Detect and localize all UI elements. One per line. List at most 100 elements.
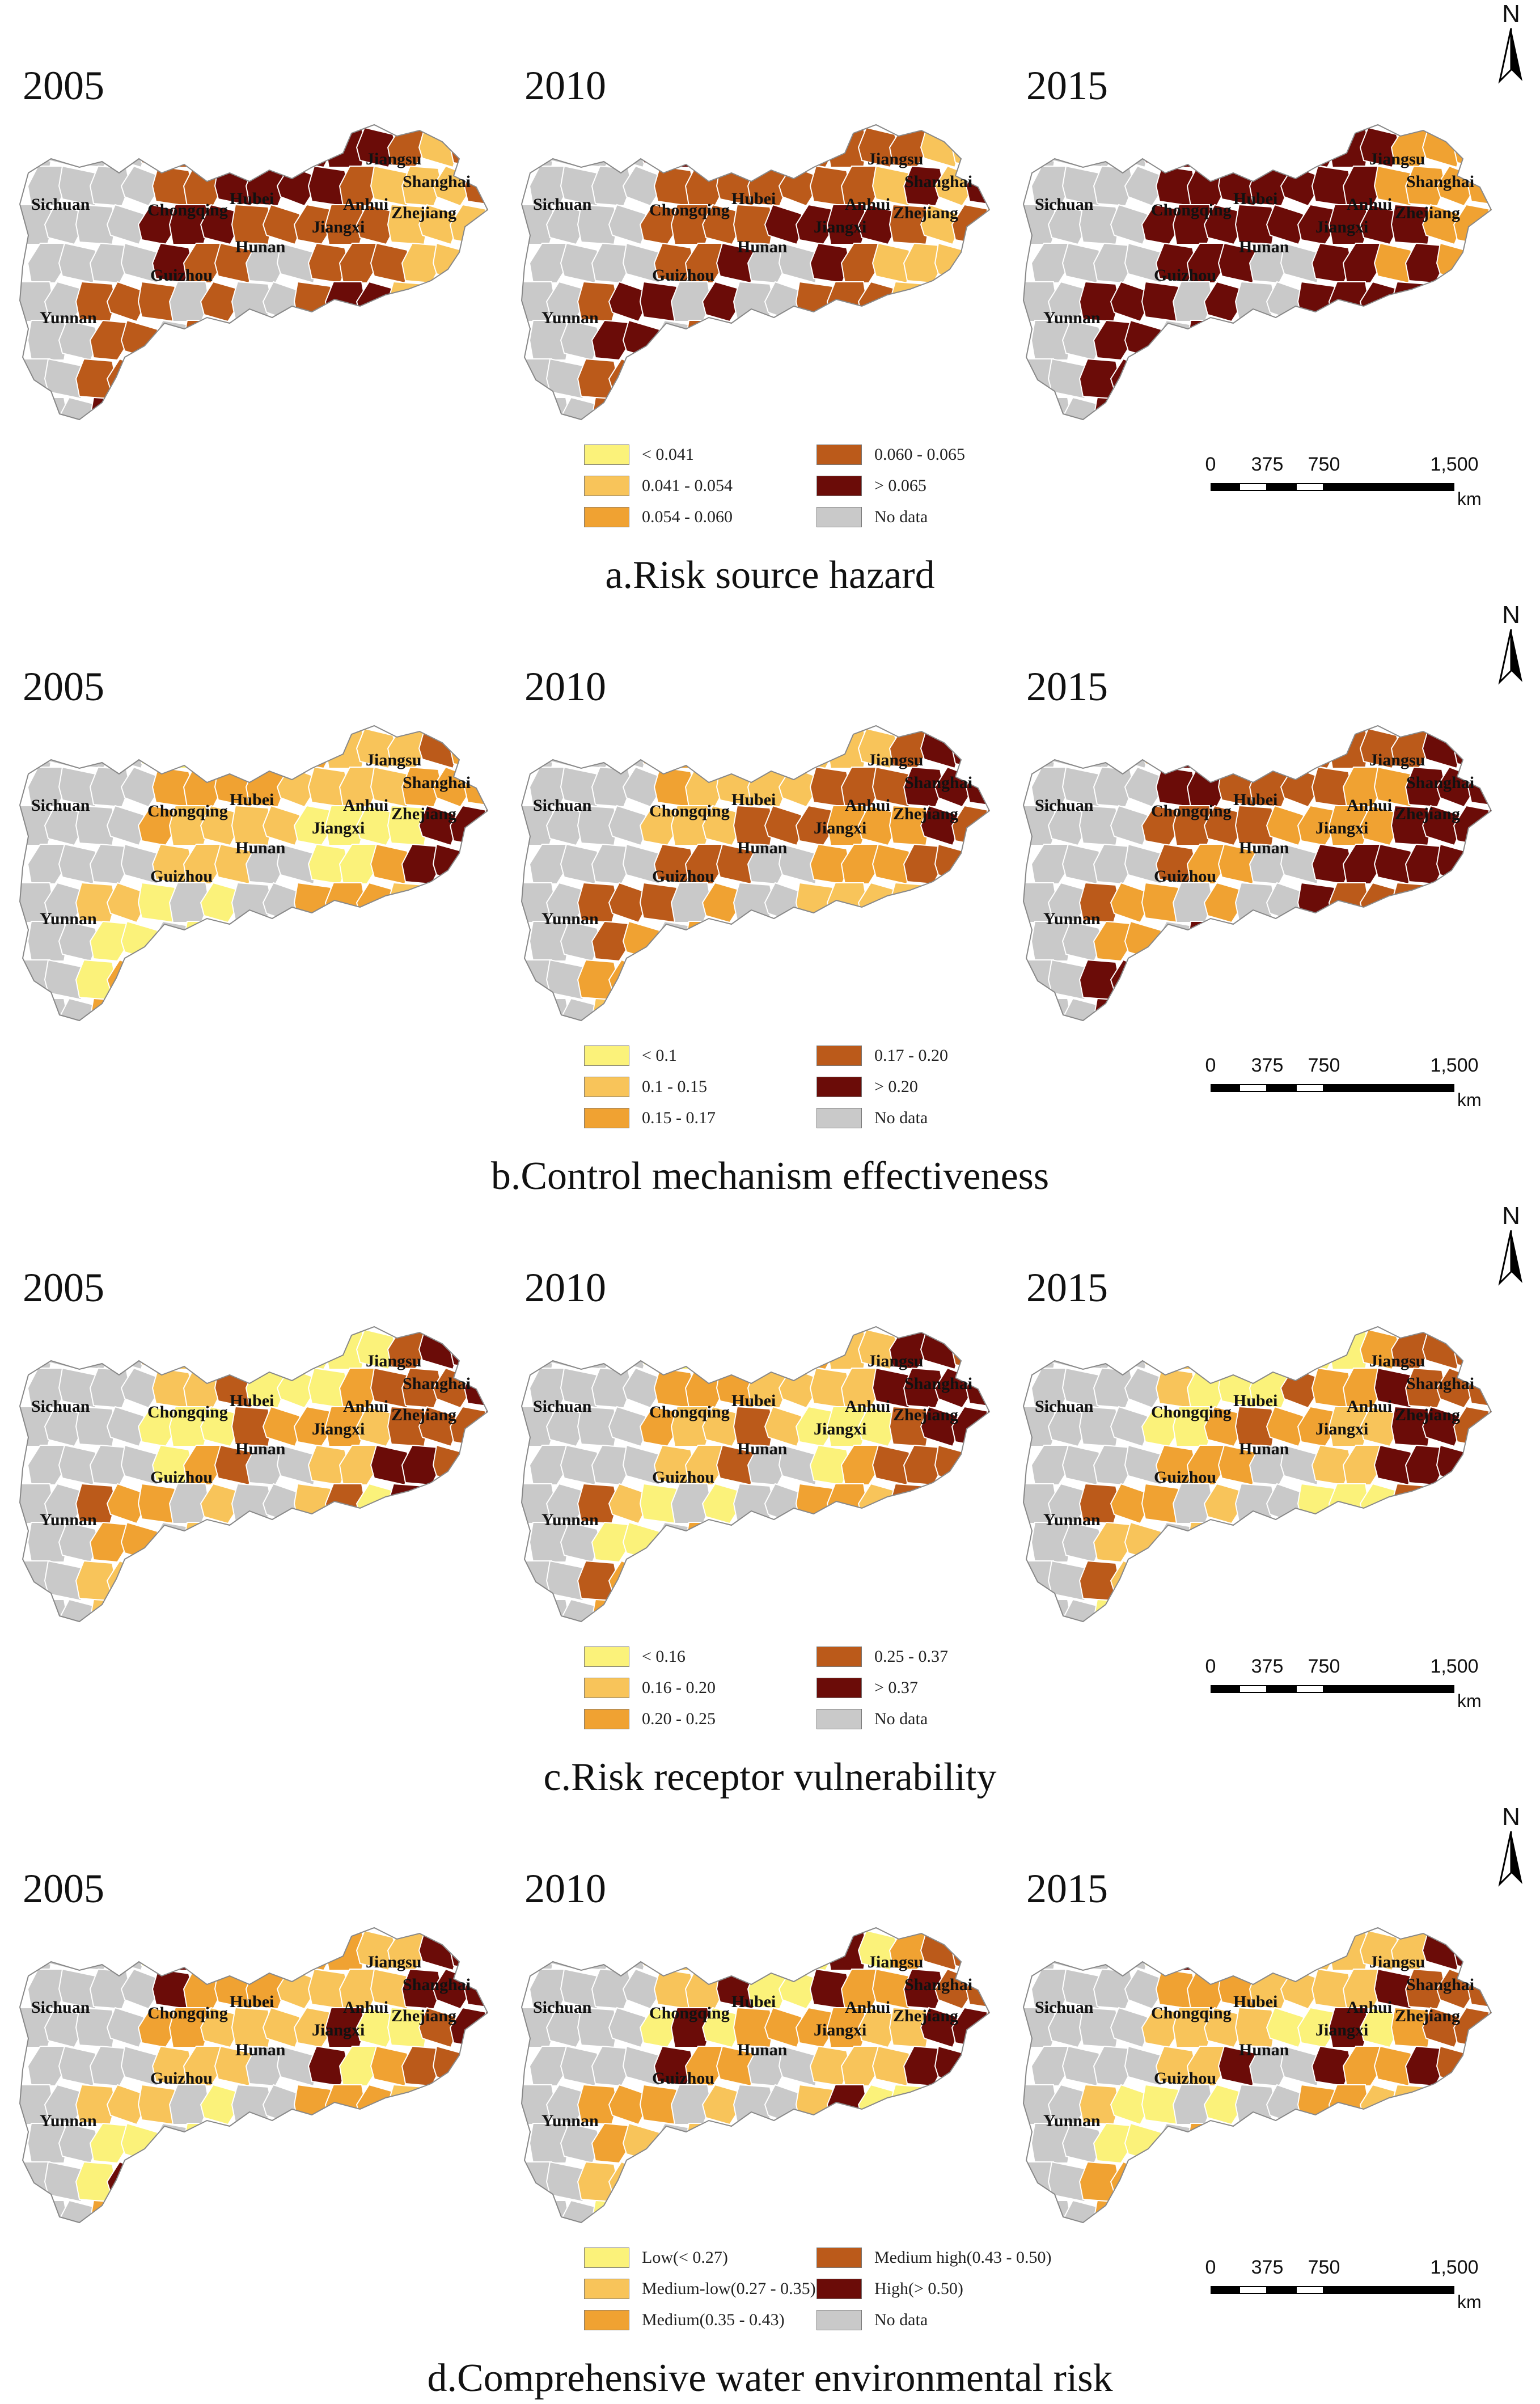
- legend-swatch: [816, 476, 862, 496]
- scale-segment: [1267, 1084, 1296, 1092]
- prefecture-region: [1030, 320, 1072, 361]
- prefecture-region: [449, 2084, 488, 2126]
- prefecture-region: [903, 2122, 945, 2164]
- legend-item: > 0.37: [816, 1675, 918, 1700]
- prefecture-region: [480, 1560, 488, 1601]
- province-label-zhejiang: Zhejiang: [1395, 805, 1460, 823]
- prefecture-region: [965, 1598, 989, 1622]
- north-arrow: N: [1488, 601, 1534, 685]
- prefecture-region: [809, 920, 851, 962]
- prefecture-region: [1436, 843, 1478, 885]
- prefecture-region: [965, 2199, 989, 2223]
- prefecture-region: [1467, 2199, 1491, 2223]
- prefecture-region: [1421, 2084, 1463, 2126]
- panel-caption: c.Risk receptor vulnerability: [543, 1755, 997, 1799]
- prefecture-region: [934, 2122, 976, 2164]
- scale-tick-label: 0: [1205, 2257, 1216, 2278]
- legend-item: 0.25 - 0.37: [816, 1644, 948, 1669]
- legend-item: > 0.20: [816, 1074, 918, 1099]
- prefecture-region: [1421, 1483, 1463, 1525]
- prefecture-region: [370, 1598, 412, 1622]
- prefecture-region: [1249, 920, 1291, 962]
- prefecture-region: [1342, 1599, 1384, 1622]
- prefecture-region: [1203, 126, 1245, 168]
- prefecture-region: [1234, 358, 1276, 400]
- prefecture-region: [965, 2045, 989, 2087]
- prefecture-region: [951, 1929, 989, 1971]
- prefecture-region: [168, 1560, 210, 1601]
- prefecture-region: [401, 396, 443, 420]
- prefecture-region: [1266, 1929, 1308, 1971]
- prefecture-region: [137, 126, 179, 168]
- prefecture-region: [1453, 1328, 1491, 1370]
- prefecture-region: [1266, 1560, 1308, 1602]
- province-label-jiangsu: Jiangsu: [868, 1953, 923, 1971]
- prefecture-region: [1311, 2199, 1353, 2223]
- prefecture-region: [795, 2161, 837, 2203]
- prefecture-region: [1404, 2122, 1446, 2164]
- province-label-jiangsu: Jiangsu: [868, 150, 923, 168]
- prefecture-region: [1342, 998, 1384, 1021]
- prefecture-region: [356, 1560, 397, 1602]
- prefecture-region: [463, 1521, 488, 1563]
- prefecture-region: [903, 1598, 945, 1622]
- prefecture-region: [840, 320, 882, 361]
- prefecture-region: [1421, 1406, 1463, 1448]
- prefecture-region: [496, 243, 510, 283]
- prefecture-region: [496, 998, 510, 1038]
- prefecture-region: [889, 2161, 930, 2203]
- province-label-hunan: Hunan: [1239, 2041, 1289, 2059]
- prefecture-region: [1453, 281, 1491, 323]
- prefecture-region: [27, 320, 69, 361]
- prefecture-region: [778, 920, 820, 962]
- prefecture-region: [1093, 1367, 1135, 1409]
- prefecture-region: [324, 358, 366, 399]
- prefecture-region: [1030, 998, 1072, 1021]
- prefecture-region: [293, 1560, 335, 1602]
- prefecture-region: [903, 2199, 945, 2223]
- prefecture-region: [1390, 1560, 1432, 1602]
- prefecture-region: [401, 1968, 443, 2010]
- prefecture-region: [151, 997, 193, 1021]
- scale-segment: [1239, 1084, 1267, 1092]
- prefecture-region: [1421, 882, 1463, 924]
- prefecture-region: [1421, 204, 1463, 246]
- prefecture-region: [307, 997, 349, 1021]
- prefecture-region: [997, 166, 1012, 206]
- year-label-2015: 2015: [1026, 1866, 1108, 1911]
- prefecture-region: [231, 1328, 273, 1370]
- prefecture-region: [1093, 396, 1135, 420]
- prefecture-region: [1484, 882, 1491, 923]
- prefecture-region: [276, 997, 318, 1021]
- prefecture-region: [200, 1929, 242, 1971]
- province-label-zhejiang: Zhejiang: [391, 204, 456, 222]
- prefecture-region: [778, 396, 820, 420]
- prefecture-region: [1280, 1598, 1322, 1622]
- prefecture-region: [733, 727, 775, 769]
- prefecture-region: [716, 2199, 758, 2223]
- prefecture-region: [339, 2123, 380, 2164]
- province-label-jiangsu: Jiangsu: [366, 1953, 421, 1971]
- prefecture-region: [701, 126, 743, 168]
- prefecture-region: [1467, 920, 1491, 962]
- province-label-anhui: Anhui: [845, 1397, 890, 1416]
- prefecture-region: [89, 766, 131, 808]
- legend-swatch: [816, 507, 862, 527]
- legend-label: No data: [874, 507, 928, 526]
- prefecture-region: [778, 1598, 820, 1622]
- scale-segment: [1239, 2286, 1267, 2294]
- prefecture-region: [716, 920, 758, 962]
- prefecture-region: [639, 959, 681, 1001]
- prefecture-region: [684, 397, 726, 420]
- prefecture-region: [1359, 358, 1401, 400]
- prefecture-region: [982, 358, 989, 399]
- prefecture-region: [1499, 243, 1514, 283]
- prefecture-region: [370, 319, 412, 361]
- legend-item: No data: [816, 1106, 928, 1131]
- prefecture-region: [262, 727, 304, 769]
- prefecture-region: [44, 727, 86, 769]
- legend-swatch: [584, 507, 629, 527]
- prefecture-region: [262, 2007, 304, 2049]
- prefecture-region: [1436, 396, 1478, 420]
- prefecture-region: [1141, 959, 1183, 1001]
